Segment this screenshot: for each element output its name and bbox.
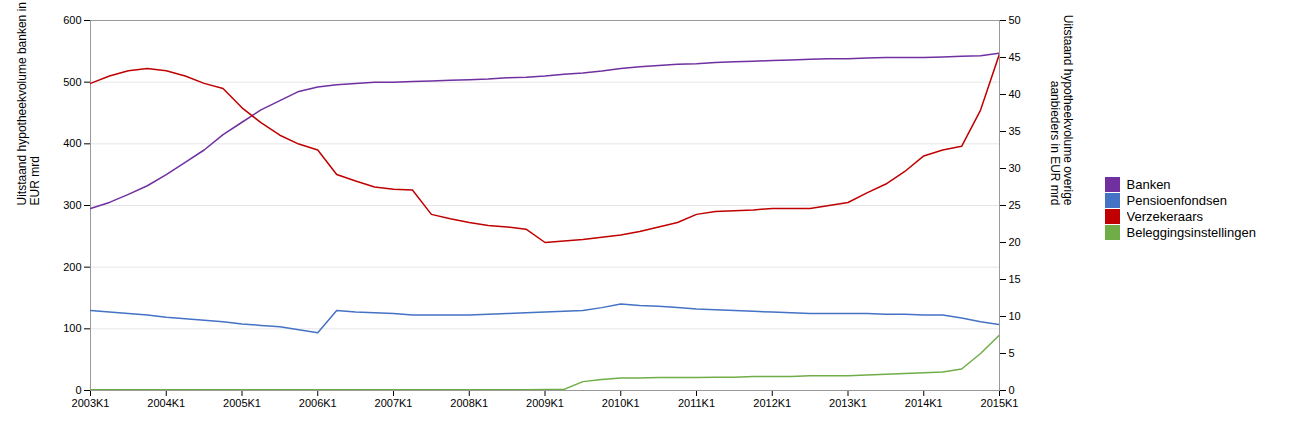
svg-text:40: 40 [1009, 88, 1021, 100]
svg-text:2007K1: 2007K1 [375, 397, 413, 409]
html-text:Pensioenfondsen: Pensioenfondsen [1126, 193, 1227, 209]
html-text:Banken: Banken [1126, 177, 1171, 193]
html-text:Verzekeraars: Verzekeraars [1126, 209, 1204, 225]
svg-text:50: 50 [1009, 14, 1021, 26]
svg-text:35: 35 [1009, 125, 1021, 137]
svg-text:20: 20 [1009, 236, 1021, 248]
svg-text:2013K1: 2013K1 [829, 397, 867, 409]
svg-text:600: 600 [63, 14, 81, 26]
svg-text:Uitstaand hypotheekvolume over: Uitstaand hypotheekvolume overigeaanbied… [1048, 15, 1075, 206]
html-text:Beleggingsinstellingen: Beleggingsinstellingen [1126, 225, 1256, 241]
svg-text:Uitstaand hypotheekvolume bank: Uitstaand hypotheekvolume banken inEUR m… [15, 2, 42, 205]
svg-text:2014K1: 2014K1 [905, 397, 943, 409]
svg-text:100: 100 [63, 322, 81, 334]
svg-text:500: 500 [63, 76, 81, 88]
svg-text:2006K1: 2006K1 [299, 397, 337, 409]
svg-text:10: 10 [1009, 310, 1021, 322]
svg-text:2012K1: 2012K1 [753, 397, 791, 409]
svg-text:0: 0 [75, 384, 81, 396]
svg-text:2008K1: 2008K1 [450, 397, 488, 409]
svg-text:45: 45 [1009, 51, 1021, 63]
svg-text:5: 5 [1009, 347, 1015, 359]
svg-text:30: 30 [1009, 162, 1021, 174]
svg-text:0: 0 [1009, 384, 1015, 396]
svg-text:25: 25 [1009, 199, 1021, 211]
svg-text:2009K1: 2009K1 [526, 397, 564, 409]
svg-text:300: 300 [63, 199, 81, 211]
svg-text:2010K1: 2010K1 [602, 397, 640, 409]
svg-text:2015K1: 2015K1 [981, 397, 1019, 409]
svg-text:2003K1: 2003K1 [72, 397, 110, 409]
svg-text:2011K1: 2011K1 [678, 397, 715, 409]
svg-text:2005K1: 2005K1 [223, 397, 261, 409]
svg-text:15: 15 [1009, 273, 1021, 285]
svg-text:2004K1: 2004K1 [147, 397, 185, 409]
svg-text:200: 200 [63, 261, 81, 273]
svg-text:400: 400 [63, 137, 81, 149]
